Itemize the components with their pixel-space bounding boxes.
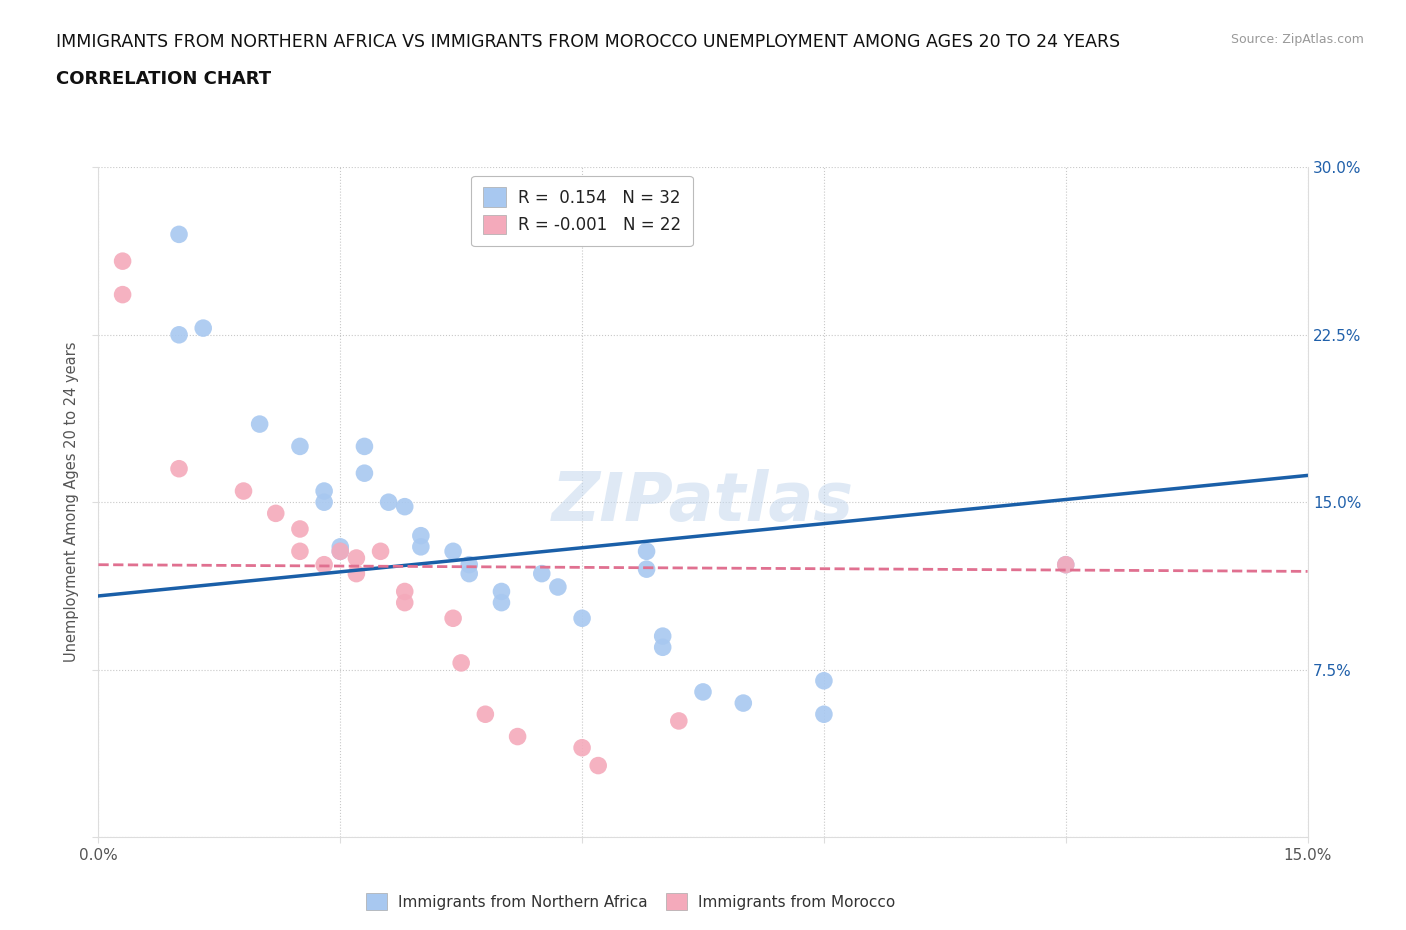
Point [370, 544, 392, 559]
Point [450, 656, 472, 671]
Point [547, 579, 569, 594]
Text: Source: ZipAtlas.com: Source: ZipAtlas.com [1230, 33, 1364, 46]
Point [329, 539, 352, 554]
Point [458, 557, 481, 572]
Point [1054, 557, 1077, 572]
Point [441, 611, 464, 626]
Point [167, 327, 190, 342]
Point [353, 466, 375, 481]
Point [232, 484, 254, 498]
Point [111, 287, 134, 302]
Point [249, 417, 271, 432]
Point [394, 595, 416, 610]
Point [586, 758, 609, 773]
Point [458, 566, 481, 581]
Point [1054, 557, 1077, 572]
Point [692, 684, 714, 699]
Point [409, 528, 432, 543]
Point [651, 640, 673, 655]
Point [329, 544, 352, 559]
Text: CORRELATION CHART: CORRELATION CHART [56, 70, 271, 87]
Point [474, 707, 496, 722]
Point [813, 707, 835, 722]
Legend: Immigrants from Northern Africa, Immigrants from Morocco: Immigrants from Northern Africa, Immigra… [360, 886, 901, 916]
Point [571, 611, 593, 626]
Point [314, 495, 336, 510]
Point [167, 227, 190, 242]
Point [288, 544, 311, 559]
Point [571, 740, 593, 755]
Text: IMMIGRANTS FROM NORTHERN AFRICA VS IMMIGRANTS FROM MOROCCO UNEMPLOYMENT AMONG AG: IMMIGRANTS FROM NORTHERN AFRICA VS IMMIG… [56, 33, 1121, 50]
Point [530, 566, 553, 581]
Point [111, 254, 134, 269]
Point [813, 673, 835, 688]
Point [167, 461, 190, 476]
Point [441, 544, 464, 559]
Point [288, 439, 311, 454]
Point [264, 506, 287, 521]
Text: ZIPatlas: ZIPatlas [553, 470, 853, 535]
Point [651, 629, 673, 644]
Point [344, 566, 367, 581]
Point [668, 713, 690, 728]
Point [288, 522, 311, 537]
Point [491, 584, 513, 599]
Point [394, 584, 416, 599]
Point [353, 439, 375, 454]
Point [636, 544, 658, 559]
Point [733, 696, 755, 711]
Point [314, 484, 336, 498]
Point [409, 539, 432, 554]
Point [329, 544, 352, 559]
Point [314, 557, 336, 572]
Point [636, 562, 658, 577]
Point [394, 499, 416, 514]
Point [377, 495, 399, 510]
Point [344, 551, 367, 565]
Y-axis label: Unemployment Among Ages 20 to 24 years: Unemployment Among Ages 20 to 24 years [65, 342, 79, 662]
Point [506, 729, 529, 744]
Point [491, 595, 513, 610]
Point [193, 321, 215, 336]
